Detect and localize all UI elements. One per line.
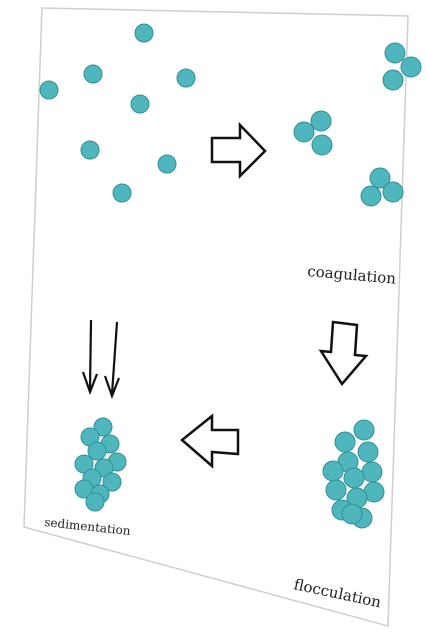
floc-particle: [353, 419, 375, 441]
floc-particle: [322, 460, 344, 482]
cluster-particle: [369, 167, 391, 189]
cluster-particle: [382, 181, 404, 203]
floc-particle: [357, 441, 379, 463]
sediment-particle: [102, 472, 122, 492]
paper-sheet: [23, 7, 409, 627]
down-arrow-icon: [318, 320, 369, 387]
particle: [112, 183, 132, 203]
coagulated-clusters: [293, 42, 422, 207]
particle: [83, 64, 103, 84]
flocculated-floc: [322, 419, 385, 529]
cluster-particle: [382, 69, 404, 91]
floc-particle: [334, 431, 356, 453]
cluster-particle: [311, 134, 333, 156]
particle: [130, 94, 150, 114]
floc-particle: [361, 461, 383, 483]
settling-arrow-icon: [81, 319, 121, 400]
particle: [176, 68, 196, 88]
dispersed-particles: [39, 23, 196, 203]
sediment-particle: [87, 441, 107, 461]
cluster-particle: [310, 110, 332, 132]
particle: [157, 154, 177, 174]
left-arrow-icon: [180, 413, 240, 469]
cluster-particle: [384, 42, 406, 64]
sediment-particle: [93, 417, 113, 437]
right-arrow-icon: [210, 121, 267, 180]
particle: [80, 140, 100, 160]
particle: [39, 80, 59, 100]
floc-particle: [343, 467, 365, 489]
cluster-particle: [360, 185, 382, 207]
floc-particle: [341, 503, 363, 525]
cluster-particle: [400, 56, 422, 78]
floc-particle: [325, 479, 347, 501]
sediment-particle: [85, 492, 105, 512]
cluster-particle: [293, 121, 315, 143]
particle: [134, 23, 154, 43]
sedimented-floc: [74, 417, 127, 512]
